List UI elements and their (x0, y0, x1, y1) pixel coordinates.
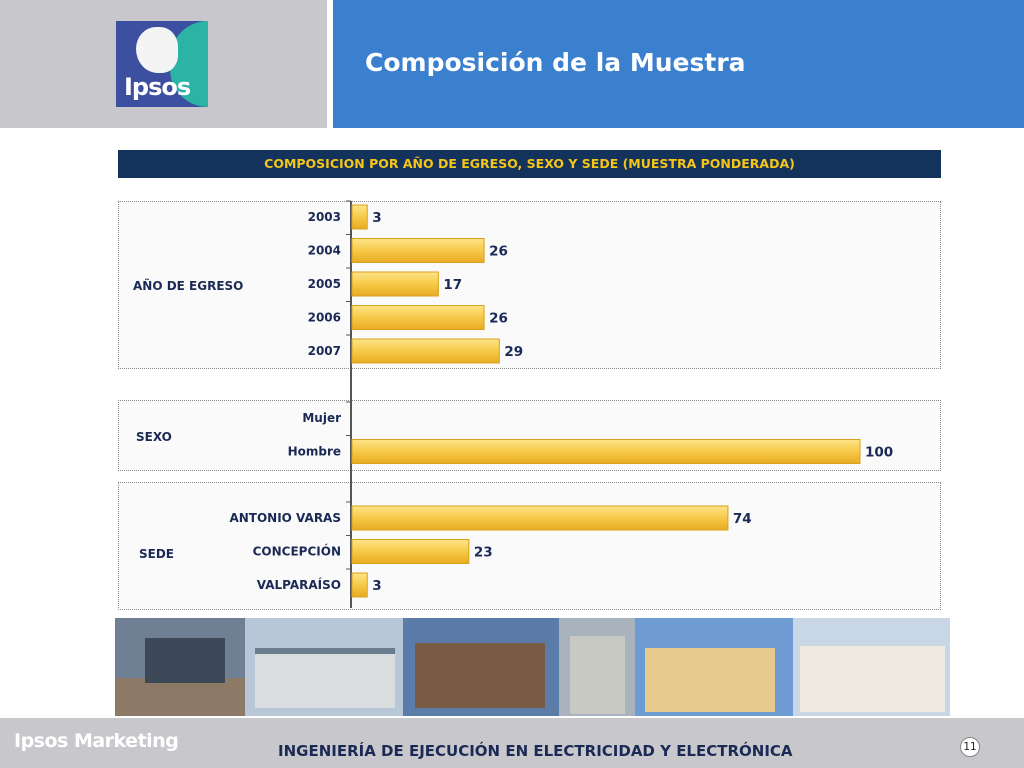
page-number: 11 (960, 737, 980, 757)
campus-photo-strip (115, 618, 950, 716)
panel-ano-egreso (118, 201, 941, 369)
footer-brand: Ipsos Marketing (14, 730, 179, 752)
group-label-ano-egreso: AÑO DE EGRESO (133, 279, 244, 293)
header-right-panel (333, 0, 1024, 128)
chart-title: COMPOSICION POR AÑO DE EGRESO, SEXO Y SE… (118, 150, 941, 178)
ipsos-logo: Ipsos (116, 21, 208, 107)
chart-axis-line (350, 201, 352, 608)
footer-bar (0, 718, 1024, 768)
panel-sexo (118, 400, 941, 471)
logo-head-icon (136, 27, 178, 73)
group-label-sexo: SEXO (136, 430, 172, 444)
logo-text: Ipsos (124, 73, 191, 101)
group-label-sede: SEDE (139, 547, 174, 561)
footer-title: INGENIERÍA DE EJECUCIÓN EN ELECTRICIDAD … (278, 742, 793, 760)
panel-sede (118, 482, 941, 610)
page-title: Composición de la Muestra (365, 48, 746, 77)
